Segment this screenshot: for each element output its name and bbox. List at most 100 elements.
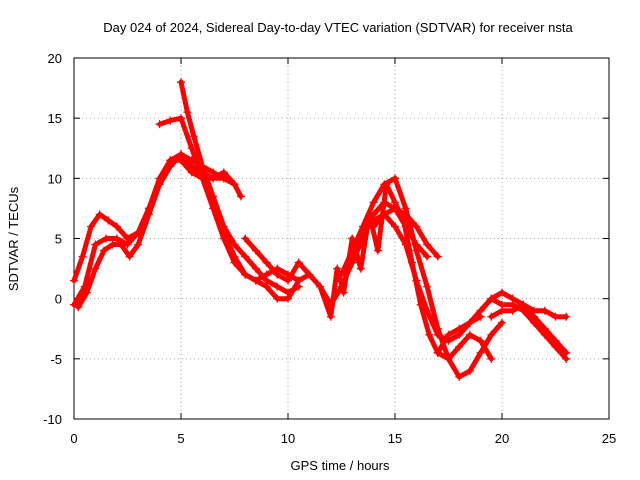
- data-point: [540, 306, 549, 315]
- data-point: [423, 252, 432, 261]
- data-point: [369, 222, 378, 231]
- data-point: [316, 282, 325, 291]
- series-line: [157, 115, 302, 284]
- data-point: [78, 252, 87, 261]
- data-point: [369, 198, 378, 207]
- data-point: [108, 240, 117, 249]
- data-point: [236, 192, 245, 201]
- data-point: [177, 114, 185, 123]
- data-point: [412, 246, 421, 255]
- data-point: [112, 234, 121, 243]
- data-point: [189, 132, 198, 141]
- data-point: [117, 240, 126, 249]
- data-point: [273, 294, 282, 303]
- series-line: [467, 290, 569, 356]
- data-point: [455, 342, 464, 351]
- data-point: [284, 294, 292, 303]
- data-point: [508, 306, 517, 315]
- data-point: [401, 240, 410, 249]
- data-point: [99, 246, 108, 255]
- data-point: [70, 276, 78, 285]
- data-point: [444, 330, 453, 339]
- data-point: [476, 306, 485, 315]
- data-point: [91, 240, 100, 249]
- y-tick-label: 0: [55, 292, 62, 307]
- data-point: [241, 252, 250, 261]
- data-point: [294, 258, 303, 267]
- data-point: [391, 174, 399, 183]
- series-track-10: [348, 210, 485, 345]
- data-point: [262, 258, 271, 267]
- data-point: [487, 330, 496, 339]
- data-point: [498, 306, 506, 315]
- x-tick-label: 5: [177, 431, 184, 446]
- data-point: [433, 348, 442, 357]
- data-point: [144, 210, 153, 219]
- data-point: [273, 282, 282, 291]
- data-point: [423, 240, 432, 249]
- data-point: [104, 216, 113, 225]
- y-tick-label: -5: [50, 352, 62, 367]
- x-tick-label: 25: [602, 431, 616, 446]
- y-tick-label: 20: [48, 51, 62, 66]
- series-line: [189, 163, 312, 302]
- data-point: [219, 174, 228, 183]
- data-point: [198, 174, 207, 183]
- x-tick-label: 0: [70, 431, 77, 446]
- data-point: [465, 366, 474, 375]
- data-point: [487, 294, 496, 303]
- data-point: [540, 324, 549, 333]
- data-point: [251, 276, 260, 285]
- data-point: [487, 312, 496, 321]
- data-point: [356, 264, 365, 273]
- data-point: [166, 116, 175, 125]
- x-axis-label: GPS time / hours: [291, 458, 390, 473]
- data-point: [95, 210, 104, 219]
- chart-title: Day 024 of 2024, Sidereal Day-to-day VTE…: [103, 20, 573, 35]
- data-point: [262, 282, 271, 291]
- data-point: [465, 330, 474, 339]
- data-point: [284, 276, 292, 285]
- data-point: [177, 78, 185, 87]
- data-point: [391, 222, 399, 231]
- series-track-14: [487, 300, 571, 321]
- data-point: [134, 240, 143, 249]
- data-point: [401, 210, 410, 219]
- data-point: [209, 168, 218, 177]
- data-point: [476, 336, 485, 345]
- data-point: [433, 330, 442, 339]
- data-point: [241, 270, 250, 279]
- data-point: [273, 270, 282, 279]
- y-tick-label: 5: [55, 232, 62, 247]
- data-point: [519, 300, 528, 309]
- data-point: [433, 252, 442, 261]
- data-point: [251, 246, 260, 255]
- data-point: [209, 198, 218, 207]
- data-point: [476, 348, 485, 357]
- series-line: [339, 175, 505, 380]
- data-point: [551, 336, 560, 345]
- data-point: [112, 222, 121, 231]
- y-tick-label: 15: [48, 111, 62, 126]
- data-point: [380, 210, 389, 219]
- axis-ticks: 0 5 10 15 20 25 -10 -5 0 5 10 15 20: [43, 51, 616, 446]
- data-point: [87, 222, 96, 231]
- data-point: [241, 234, 250, 243]
- x-tick-label: 20: [495, 431, 509, 446]
- data-point: [294, 276, 303, 285]
- data-point: [423, 282, 432, 291]
- data-point: [230, 180, 239, 189]
- data-point: [358, 228, 367, 237]
- data-point: [412, 222, 421, 231]
- data-point: [562, 348, 571, 357]
- data-point: [91, 264, 100, 273]
- data-point: [455, 372, 464, 381]
- x-tick-label: 15: [388, 431, 402, 446]
- data-point: [70, 300, 78, 309]
- data-point: [530, 306, 539, 315]
- data-point: [177, 150, 185, 159]
- x-tick-label: 10: [281, 431, 295, 446]
- data-point: [183, 108, 192, 117]
- data-point: [82, 288, 91, 297]
